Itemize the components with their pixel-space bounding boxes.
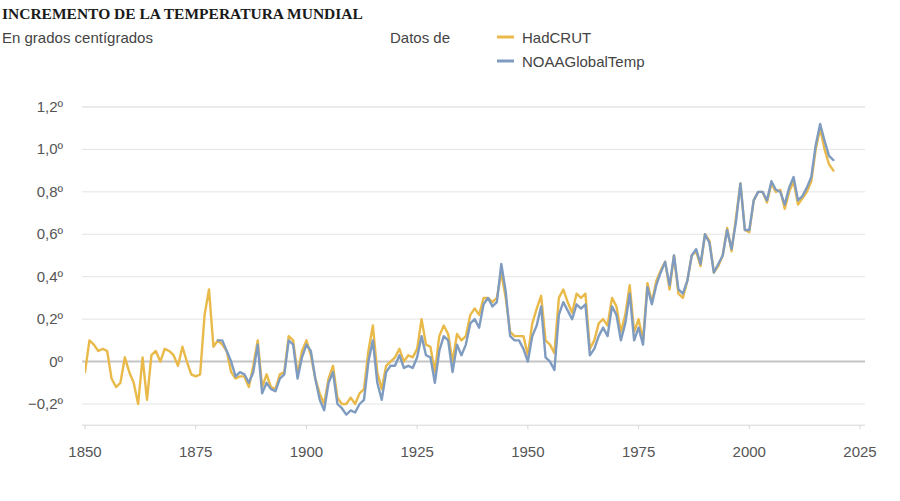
x-tick: [417, 425, 418, 429]
y-tick-label: 0º: [49, 353, 63, 370]
x-tick-label: 1875: [179, 443, 212, 460]
legend-label: HadCRUT: [522, 29, 591, 46]
series-line: [85, 128, 833, 404]
x-tick-label: 1850: [68, 443, 101, 460]
y-range-end: [82, 107, 865, 108]
legend: Datos de HadCRUT NOAAGlobalTemp: [390, 29, 645, 70]
grid-line: [82, 107, 865, 108]
x-tick-label: 1925: [400, 443, 433, 460]
series-line: [218, 124, 834, 415]
title: INCREMENTO DE LA TEMPERATURA MUNDIAL: [2, 5, 363, 22]
y-range-end: [82, 425, 865, 426]
zero-line: [82, 361, 865, 363]
x-tick-label: 2000: [733, 443, 766, 460]
x-tick: [85, 425, 86, 429]
grid-line: [82, 404, 865, 405]
grid-line: [82, 276, 865, 277]
y-tick-label: 0,8º: [37, 183, 64, 200]
y-tick-label: −0,2º: [28, 395, 64, 412]
x-tick-label: 2025: [843, 443, 876, 460]
y-tick-label: 1,2º: [37, 98, 64, 115]
y-tick-label: 1,0º: [37, 140, 64, 157]
x-tick: [527, 425, 528, 429]
grid-line: [82, 234, 865, 235]
y-grid: [82, 107, 865, 404]
y-tick-label: 0,2º: [37, 310, 64, 327]
legend-swatch: [497, 60, 514, 63]
x-tick-label: 1900: [290, 443, 323, 460]
x-tick: [195, 425, 196, 429]
x-tick: [306, 425, 307, 429]
y-tick-label: 0,6º: [37, 225, 64, 242]
y-tick-label: 0,4º: [37, 268, 64, 285]
x-tick: [638, 425, 639, 429]
chart: INCREMENTO DE LA TEMPERATURA MUNDIAL En g…: [0, 0, 900, 501]
x-tick-label: 1950: [511, 443, 544, 460]
grid-line: [82, 191, 865, 192]
x-tick-label: 1975: [622, 443, 655, 460]
subtitle: En grados centígrados: [2, 29, 153, 46]
x-tick: [860, 425, 861, 429]
grid-line: [82, 149, 865, 150]
legend-label: NOAAGlobalTemp: [522, 53, 645, 70]
legend-title: Datos de: [390, 29, 450, 46]
legend-swatch: [497, 36, 514, 39]
plot-data: [85, 124, 833, 415]
x-tick: [749, 425, 750, 429]
